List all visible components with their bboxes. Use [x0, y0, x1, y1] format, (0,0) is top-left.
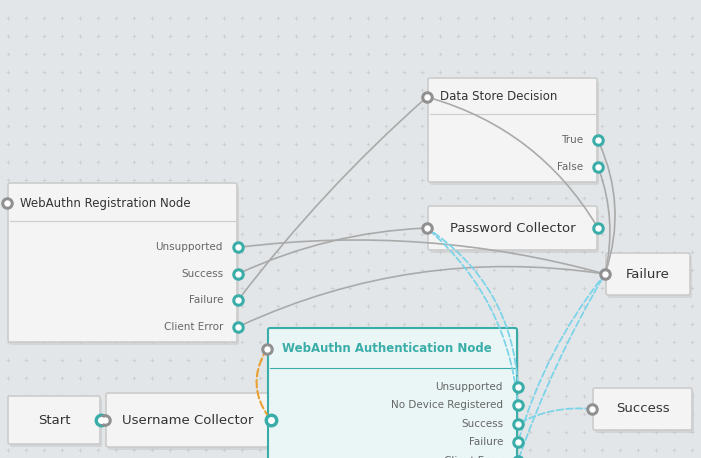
FancyBboxPatch shape: [593, 388, 692, 430]
Text: Failure: Failure: [626, 267, 670, 280]
Text: Failure: Failure: [469, 437, 503, 447]
Text: False: False: [557, 162, 583, 172]
FancyBboxPatch shape: [428, 206, 597, 250]
FancyBboxPatch shape: [8, 396, 100, 444]
Text: Success: Success: [181, 269, 223, 279]
Text: Data Store Decision: Data Store Decision: [440, 91, 557, 104]
Text: Client Error: Client Error: [444, 456, 503, 458]
FancyBboxPatch shape: [10, 399, 102, 447]
FancyBboxPatch shape: [595, 391, 694, 433]
Text: Password Collector: Password Collector: [449, 222, 576, 234]
Text: Username Collector: Username Collector: [122, 414, 254, 426]
Text: Unsupported: Unsupported: [156, 242, 223, 252]
FancyBboxPatch shape: [606, 253, 690, 295]
FancyBboxPatch shape: [270, 331, 519, 458]
Text: True: True: [561, 136, 583, 145]
Text: WebAuthn Authentication Node: WebAuthn Authentication Node: [282, 343, 491, 355]
Text: Client Error: Client Error: [163, 322, 223, 332]
FancyBboxPatch shape: [608, 256, 692, 298]
Text: WebAuthn Registration Node: WebAuthn Registration Node: [20, 196, 191, 209]
FancyBboxPatch shape: [106, 393, 270, 447]
Text: Failure: Failure: [189, 295, 223, 305]
FancyBboxPatch shape: [268, 328, 517, 458]
FancyBboxPatch shape: [430, 209, 599, 253]
FancyBboxPatch shape: [428, 78, 597, 182]
Text: Start: Start: [38, 414, 70, 426]
FancyBboxPatch shape: [8, 183, 237, 342]
Text: Success: Success: [461, 419, 503, 429]
Text: Success: Success: [615, 403, 669, 415]
FancyBboxPatch shape: [10, 186, 239, 345]
FancyBboxPatch shape: [108, 396, 272, 450]
FancyBboxPatch shape: [430, 81, 599, 185]
Text: Unsupported: Unsupported: [435, 382, 503, 392]
Text: No Device Registered: No Device Registered: [391, 400, 503, 410]
